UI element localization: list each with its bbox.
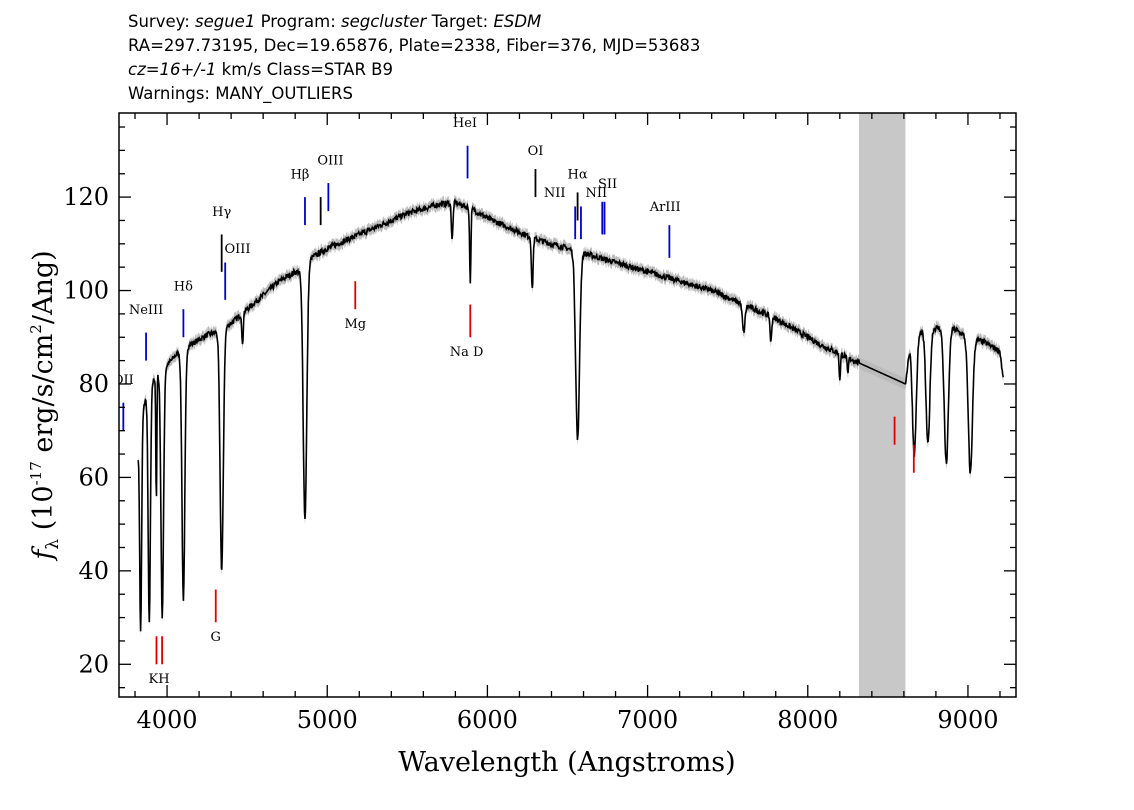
- spectrum-header: Survey: segue1 Program: segcluster Targe…: [128, 10, 700, 106]
- line-marker-label: OII: [113, 373, 134, 388]
- spectrum-series: [137, 197, 1004, 632]
- line-marker-label: Hα: [568, 167, 588, 182]
- line-marker-label: NeIII: [129, 303, 163, 318]
- y-tick-label: 120: [63, 183, 109, 211]
- y-tick-label: 100: [63, 277, 109, 305]
- line-marker-label: G: [211, 630, 221, 645]
- x-axis-ticks: 4000 5000 6000 7000 8000 9000: [134, 113, 1001, 734]
- line-marker-label: Mg: [344, 317, 366, 332]
- x-tick-label: 6000: [457, 706, 518, 734]
- line-marker-label: SII: [598, 177, 617, 192]
- header-line-survey: Survey: segue1 Program: segcluster Targe…: [128, 12, 542, 31]
- line-marker-label: OIII: [224, 242, 250, 257]
- line-marker-label: HeI: [453, 116, 477, 131]
- line-marker-label: NII: [586, 186, 608, 201]
- line-marker-label: Na D: [450, 345, 484, 360]
- line-markers: OIINeIIIHδHγOIIIHβOIIIHeIOINIIHαNIISIIAr…: [113, 116, 915, 687]
- line-marker-label: Hδ: [174, 280, 193, 295]
- line-marker-label: NII: [544, 186, 566, 201]
- y-tick-label: 60: [78, 463, 109, 491]
- masked-region: [859, 113, 906, 697]
- header-line-warnings: Warnings: MANY_OUTLIERS: [128, 84, 353, 103]
- y-tick-label: 80: [78, 370, 109, 398]
- spectrum-line: [137, 197, 1004, 632]
- line-marker-label: OIII: [317, 153, 343, 168]
- x-tick-label: 9000: [937, 706, 998, 734]
- line-marker-label: OI: [528, 144, 544, 159]
- x-tick-label: 8000: [777, 706, 838, 734]
- plot-frame: [118, 112, 1017, 698]
- line-marker-label: Hγ: [212, 205, 231, 220]
- y-axis-label: fλ (10-17 erg/s/cm2/Ang): [27, 250, 63, 561]
- x-axis-label: Wavelength (Angstroms): [398, 747, 735, 778]
- header-line-coordinates: RA=297.73195, Dec=19.65876, Plate=2338, …: [128, 36, 701, 55]
- line-marker-label: Hβ: [291, 167, 310, 182]
- line-marker-label: KH: [149, 672, 170, 687]
- x-tick-label: 4000: [137, 706, 198, 734]
- x-tick-label: 7000: [617, 706, 678, 734]
- header-line-redshift: cz=16+/-1 km/s Class=STAR B9: [128, 60, 393, 79]
- x-tick-label: 5000: [297, 706, 358, 734]
- masked-region-rect: [859, 113, 906, 697]
- y-tick-label: 40: [78, 557, 109, 585]
- line-marker-label: ArIII: [649, 200, 681, 215]
- y-axis-ticks: 20 40 60 80 100 120: [63, 126, 1016, 689]
- y-tick-label: 20: [78, 650, 109, 678]
